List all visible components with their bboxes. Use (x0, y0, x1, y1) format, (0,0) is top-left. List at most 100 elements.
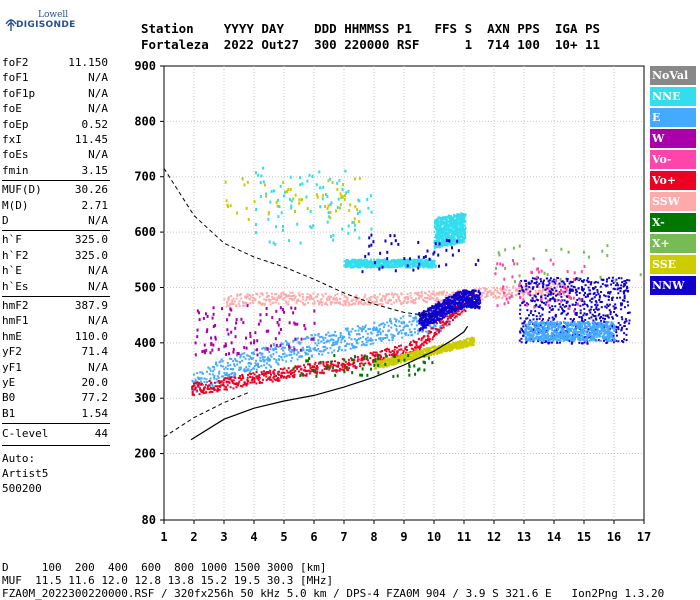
echo-point (520, 327, 523, 330)
echo-point (598, 295, 601, 298)
echo-point (594, 303, 597, 306)
echo-point (334, 364, 337, 367)
echo-point (572, 331, 575, 334)
echo-point (439, 305, 442, 308)
echo-point (556, 283, 559, 286)
echo-point (333, 334, 336, 337)
echo-point (428, 309, 431, 312)
echo-point (467, 305, 470, 308)
echo-point (336, 301, 339, 304)
echo-point (523, 289, 526, 292)
echo-point (298, 370, 301, 373)
echo-point (560, 280, 563, 283)
echo-point (521, 292, 524, 295)
echo-point (313, 348, 316, 351)
echo-point (462, 304, 465, 307)
echo-point (458, 218, 461, 221)
echo-point (459, 302, 462, 305)
echo-point (549, 324, 552, 327)
echo-point (307, 336, 310, 339)
echo-point (259, 352, 262, 355)
echo-point (320, 335, 323, 338)
echo-point (365, 344, 368, 347)
echo-point (532, 333, 535, 336)
echo-point (267, 294, 270, 297)
echo-point (554, 336, 557, 339)
echo-point (474, 301, 477, 304)
echo-point (285, 293, 288, 296)
echo-point (621, 340, 624, 343)
echo-point (400, 293, 403, 296)
echo-point (446, 321, 449, 324)
echo-point (192, 382, 195, 385)
echo-point (403, 322, 406, 325)
param-row-md: M(D) 2.71 (2, 199, 108, 213)
echo-point (606, 339, 609, 342)
echo-point (226, 380, 229, 383)
echo-point (452, 291, 455, 294)
echo-point (595, 307, 598, 310)
echo-point (312, 370, 315, 373)
echo-point (568, 340, 571, 343)
echo-point (285, 369, 288, 372)
echo-point (438, 229, 441, 232)
echo-point (434, 331, 437, 334)
echo-point (547, 341, 550, 344)
echo-point (284, 340, 287, 343)
echo-point (547, 284, 550, 287)
echo-point (546, 277, 549, 280)
echo-point (274, 298, 277, 301)
echo-point (545, 284, 548, 287)
echo-point (525, 317, 528, 320)
echo-point (430, 327, 433, 330)
echo-point (528, 328, 531, 331)
echo-point (417, 297, 420, 300)
echo-point (288, 347, 291, 350)
echo-point (287, 300, 290, 303)
echo-point (542, 308, 545, 311)
echo-point (598, 312, 601, 315)
echo-point (435, 222, 438, 225)
echo-point (228, 376, 231, 379)
echo-point (452, 314, 455, 317)
echo-point (435, 322, 438, 325)
echo-point (220, 380, 223, 383)
echo-point (417, 293, 420, 296)
echo-point (385, 292, 388, 295)
echo-point (432, 310, 435, 313)
echo-point (529, 290, 532, 293)
echo-point (322, 345, 325, 348)
echo-point (552, 297, 555, 300)
echo-point (439, 317, 442, 320)
echo-point (437, 298, 440, 301)
echo-point (531, 300, 534, 303)
echo-point (307, 353, 310, 356)
echo-point (533, 277, 536, 280)
echo-point (429, 295, 432, 298)
echo-point (566, 335, 569, 338)
echo-point (492, 291, 495, 294)
echo-point (216, 390, 219, 393)
echo-point (551, 316, 554, 319)
echo-point (216, 364, 219, 367)
echo-point (550, 323, 553, 326)
echo-point (562, 284, 565, 287)
echo-point (459, 291, 462, 294)
echo-point (245, 296, 248, 299)
echo-point (422, 298, 425, 301)
echo-point (417, 313, 420, 316)
echo-point (417, 338, 420, 341)
echo-point (596, 289, 599, 292)
echo-point (321, 369, 324, 372)
echo-point (592, 330, 595, 333)
echo-point (518, 312, 521, 315)
echo-point (456, 298, 459, 301)
echo-point (362, 262, 365, 265)
echo-point (379, 338, 382, 341)
echo-point (361, 356, 364, 359)
echo-point (589, 338, 592, 341)
echo-point (458, 307, 461, 310)
echo-point (269, 298, 272, 301)
echo-point (401, 302, 404, 305)
echo-point (297, 365, 300, 368)
